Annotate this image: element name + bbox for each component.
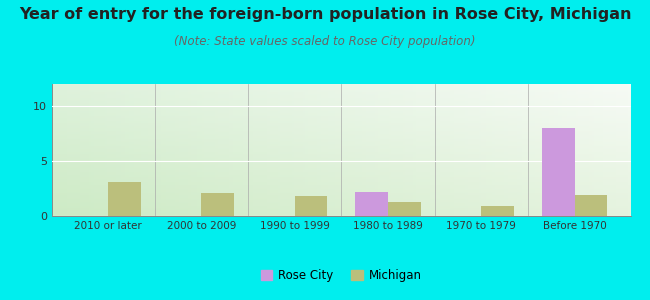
Legend: Rose City, Michigan: Rose City, Michigan bbox=[256, 264, 426, 287]
Bar bbox=[294, 196, 327, 216]
Bar bbox=[356, 192, 388, 216]
Bar bbox=[481, 206, 514, 216]
Text: (Note: State values scaled to Rose City population): (Note: State values scaled to Rose City … bbox=[174, 34, 476, 47]
Bar bbox=[575, 195, 607, 216]
Bar bbox=[108, 182, 140, 216]
Bar bbox=[388, 202, 421, 216]
Bar bbox=[542, 128, 575, 216]
Text: Year of entry for the foreign-born population in Rose City, Michigan: Year of entry for the foreign-born popul… bbox=[19, 8, 631, 22]
Bar bbox=[202, 193, 234, 216]
